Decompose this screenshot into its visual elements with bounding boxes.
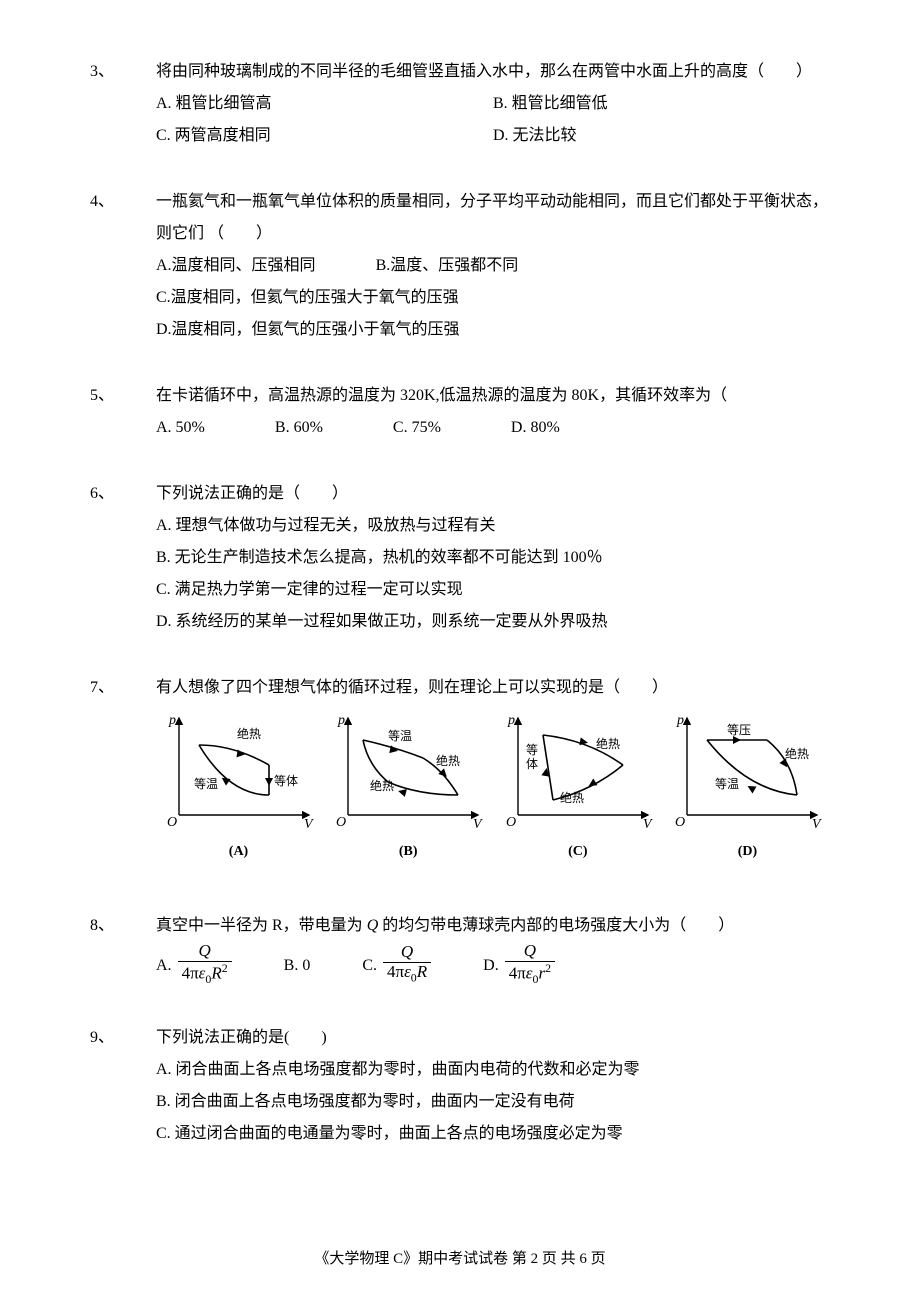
q9-stem: 下列说法正确的是( ) [156,1022,830,1054]
page-footer: 《大学物理 C》期中考试试卷 第 2 页 共 6 页 [0,1247,920,1268]
q3-opt-b: B. 粗管比细管低 [493,95,608,112]
q4-opt-d: D.温度相同，但氦气的压强小于氧气的压强 [156,314,830,346]
axis-p: p [337,713,345,728]
q7-diagrams: p V O 绝热 等温 等体 [156,710,830,866]
q3-opt-c: C. 两管高度相同 [156,127,271,144]
q8-opt-d: D. Q 4πε0r2 [483,944,555,988]
q6-opt-d: D. 系统经历的某单一过程如果做正功，则系统一定要从外界吸热 [156,606,830,638]
label-adiabatic-1: 绝热 [370,778,394,793]
q6-stem: 下列说法正确的是（ ） [156,478,830,510]
question-7: 7、 有人想像了四个理想气体的循环过程，则在理论上可以实现的是（ ） p V O [90,672,830,866]
question-5: 5、 在卡诺循环中，高温热源的温度为 320K,低温热源的温度为 80K，其循环… [90,380,830,444]
label-adiabatic-1: 绝热 [596,736,620,751]
question-8: 8、 真空中一半径为 R，带电量为 Q 的均匀带电薄球壳内部的电场强度大小为（ … [90,910,830,988]
exam-page: 3、 将由同种玻璃制成的不同半径的毛细管竖直插入水中，那么在两管中水面上升的高度… [0,0,920,1302]
q8-opt-c: C. Q 4πε0R [362,945,431,986]
q4-number: 4、 [90,186,156,218]
q9-number: 9、 [90,1022,156,1054]
question-6: 6、 下列说法正确的是（ ） A. 理想气体做功与过程无关，吸放热与过程有关 B… [90,478,830,638]
q4-stem: 一瓶氦气和一瓶氧气单位体积的质量相同，分子平均平动动能相同，而且它们都处于平衡状… [156,186,830,250]
axis-o: O [675,815,685,830]
question-3: 3、 将由同种玻璃制成的不同半径的毛细管竖直插入水中，那么在两管中水面上升的高度… [90,56,830,152]
label-isotherm: 等温 [715,777,739,791]
q4-opt-b: B.温度、压强都不同 [376,250,519,282]
q5-opt-a: A. 50% [156,412,205,444]
diagram-a: p V O 绝热 等温 等体 [156,710,321,866]
label-isochoric: 等 [526,743,538,757]
q6-opt-c: C. 满足热力学第一定律的过程一定可以实现 [156,574,830,606]
axis-o: O [506,815,516,830]
label-isotherm: 等温 [388,729,412,743]
svg-text:体: 体 [526,757,538,771]
label-adiabatic: 绝热 [785,746,809,761]
axis-p: p [168,713,176,728]
q6-opt-b: B. 无论生产制造技术怎么提高，热机的效率都不可能达到 100％ [156,542,830,574]
q9-opt-a: A. 闭合曲面上各点电场强度都为零时，曲面内电荷的代数和必定为零 [156,1054,830,1086]
axis-v: V [812,817,822,830]
diagram-b: p V O 等温 绝热 绝热 [326,710,491,866]
label-isochoric: 等体 [274,774,298,788]
q8-opt-b: B. 0 [284,950,311,982]
label-adiabatic: 绝热 [237,726,261,741]
axis-o: O [336,815,346,830]
diagram-a-label: (A) [156,838,321,866]
q6-opt-a: A. 理想气体做功与过程无关，吸放热与过程有关 [156,510,830,542]
diagram-d: p V O 等压 绝热 等温 [665,710,830,866]
q4-opt-a: A.温度相同、压强相同 [156,250,316,282]
q8-opt-a: A. Q 4πε0R2 [156,944,232,988]
q7-number: 7、 [90,672,156,704]
axis-v: V [304,817,314,830]
q6-number: 6、 [90,478,156,510]
q7-stem: 有人想像了四个理想气体的循环过程，则在理论上可以实现的是（ ） [156,672,830,704]
q5-opt-b: B. 60% [275,412,323,444]
axis-o: O [167,815,177,830]
question-9: 9、 下列说法正确的是( ) A. 闭合曲面上各点电场强度都为零时，曲面内电荷的… [90,1022,830,1150]
q5-opt-c: C. 75% [393,412,441,444]
label-adiabatic-2: 绝热 [560,790,584,805]
q3-stem: 将由同种玻璃制成的不同半径的毛细管竖直插入水中，那么在两管中水面上升的高度（ ） [156,56,830,88]
question-4: 4、 一瓶氦气和一瓶氧气单位体积的质量相同，分子平均平动动能相同，而且它们都处于… [90,186,830,346]
q3-opt-a: A. 粗管比细管高 [156,95,272,112]
q5-opt-d: D. 80% [511,412,560,444]
q5-stem: 在卡诺循环中，高温热源的温度为 320K,低温热源的温度为 80K，其循环效率为… [156,380,830,412]
axis-p: p [676,713,684,728]
axis-v: V [473,817,483,830]
label-isobaric: 等压 [727,723,751,737]
q3-number: 3、 [90,56,156,88]
q5-number: 5、 [90,380,156,412]
diagram-c: p V O 等 体 绝热 绝热 [495,710,660,866]
diagram-c-label: (C) [495,838,660,866]
q9-opt-c: C. 通过闭合曲面的电通量为零时，曲面上各点的电场强度必定为零 [156,1118,830,1150]
diagram-b-label: (B) [326,838,491,866]
label-adiabatic-2: 绝热 [436,753,460,768]
axis-v: V [643,817,653,830]
q8-number: 8、 [90,910,156,942]
q8-stem: 真空中一半径为 R，带电量为 Q 的均匀带电薄球壳内部的电场强度大小为（ ） [156,910,830,942]
q9-opt-b: B. 闭合曲面上各点电场强度都为零时，曲面内一定没有电荷 [156,1086,830,1118]
q4-opt-c: C.温度相同，但氦气的压强大于氧气的压强 [156,282,830,314]
diagram-d-label: (D) [665,838,830,866]
label-isotherm: 等温 [194,777,218,791]
q3-opt-d: D. 无法比较 [493,127,577,144]
axis-p: p [507,713,515,728]
